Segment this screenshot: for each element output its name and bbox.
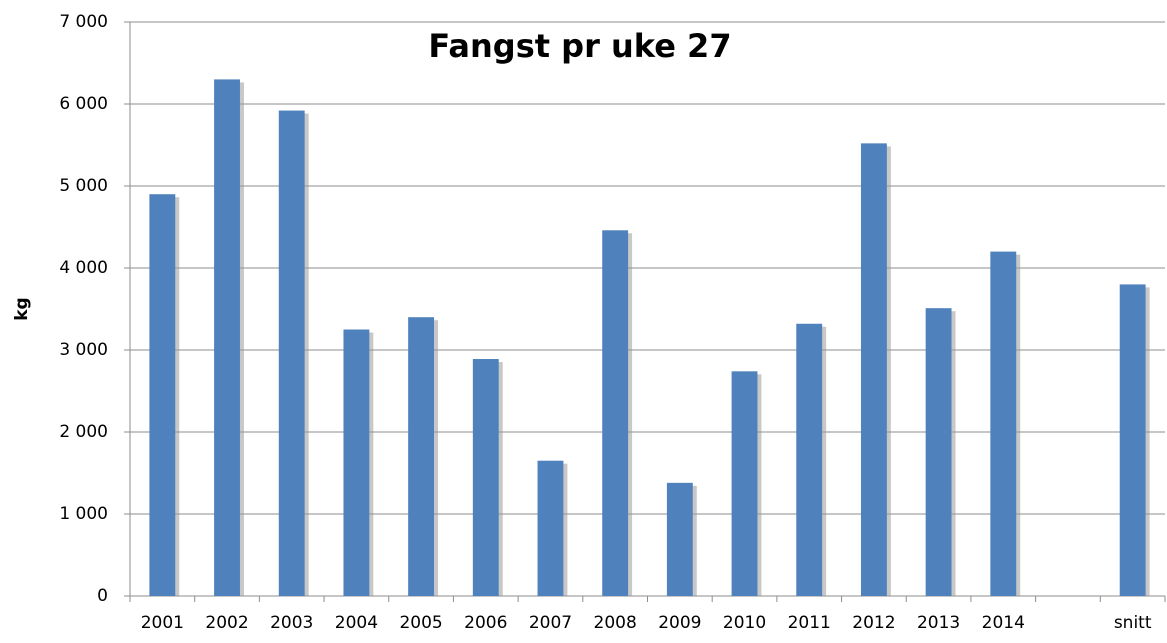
bar (1119, 284, 1146, 596)
bar (990, 251, 1017, 596)
y-tick-label: 6 000 (59, 94, 108, 114)
x-tick-label: 2006 (464, 613, 507, 633)
chart-title: Fangst pr uke 27 (428, 27, 731, 65)
x-tick-label: snitt (1114, 613, 1152, 633)
x-tick-label: 2009 (658, 613, 701, 633)
x-tick-label: 2013 (917, 613, 960, 633)
bar (925, 308, 952, 596)
x-tick-label: 2007 (529, 613, 572, 633)
y-axis-label: kg (12, 297, 32, 320)
x-tick-label: 2004 (335, 613, 378, 633)
x-tick-label: 2005 (399, 613, 442, 633)
x-tick-label: 2001 (141, 613, 184, 633)
x-tick-label: 2010 (723, 613, 766, 633)
y-tick-label: 4 000 (59, 258, 108, 278)
x-tick-label: 2011 (788, 613, 831, 633)
x-tick-label: 2008 (594, 613, 637, 633)
y-tick-label: 2 000 (59, 422, 108, 442)
y-tick-label: 0 (97, 586, 108, 606)
x-tick-label: 2002 (205, 613, 248, 633)
bar (343, 329, 370, 596)
bar (731, 371, 758, 596)
y-tick-label: 3 000 (59, 340, 108, 360)
bar (278, 110, 305, 596)
bar (537, 460, 564, 596)
bar (860, 143, 887, 597)
x-tick-label: 2012 (852, 613, 895, 633)
bar (214, 79, 240, 596)
x-tick-label: 2014 (982, 613, 1025, 633)
bar (796, 323, 823, 596)
y-tick-label: 5 000 (59, 176, 108, 196)
bar (666, 482, 693, 596)
bar (149, 194, 176, 596)
bar (408, 317, 435, 596)
y-tick-label: 1 000 (59, 504, 108, 524)
bar (472, 359, 499, 596)
bar (602, 230, 629, 596)
y-tick-label: 7 000 (59, 12, 108, 32)
x-tick-label: 2003 (270, 613, 313, 633)
